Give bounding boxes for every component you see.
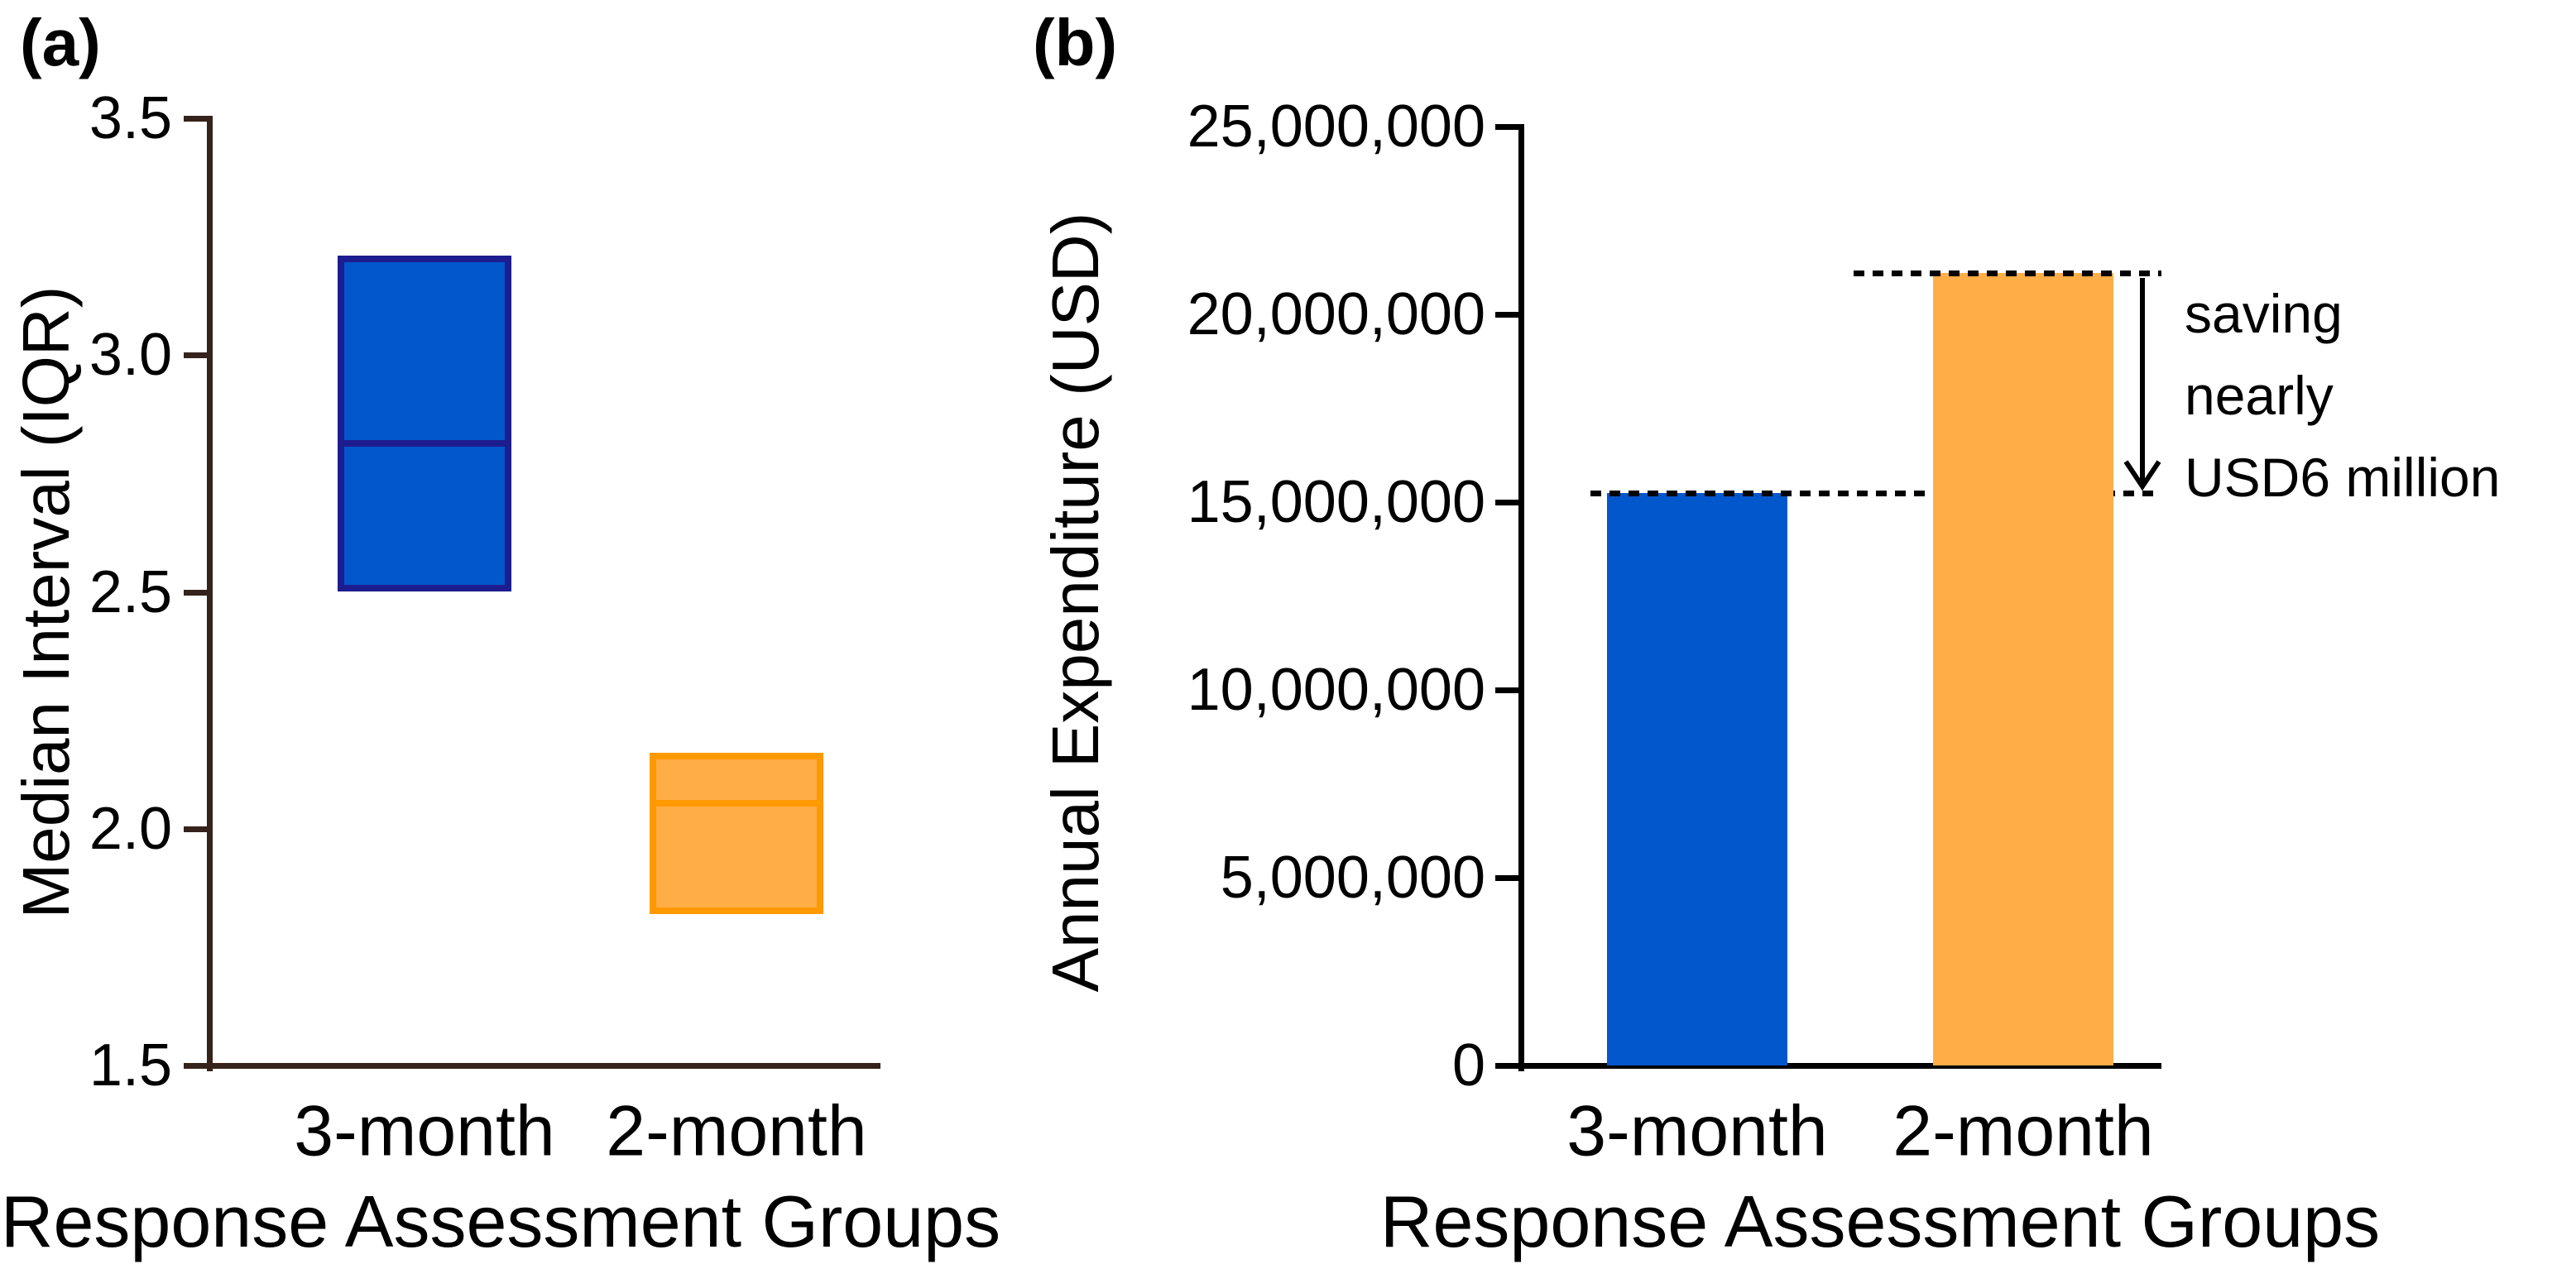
- dotted-line-3-month: [1590, 491, 2161, 496]
- panel-b-y-tick-label: 5,000,000: [1220, 845, 1485, 911]
- panel-a-y-tick-label: 2.5: [89, 559, 172, 625]
- panel-b-y-axis-title: Annual Expenditure (USD): [1039, 212, 1112, 993]
- panel-a-y-tick-label: 3.5: [89, 85, 172, 151]
- panel-b-x-axis-baseline: [1518, 1063, 2161, 1069]
- bar-3-month: [1607, 493, 1787, 1065]
- panel-b-y-tick: [1495, 1063, 1518, 1069]
- panel-a-y-axis-spine: [207, 116, 213, 1071]
- panel-a-label: (a): [20, 6, 101, 79]
- panel-a-y-tick: [184, 826, 207, 832]
- panel-b-y-tick-label: 25,000,000: [1187, 93, 1485, 160]
- panel-a-x-axis-title: Response Assessment Groups: [0, 1180, 1001, 1262]
- panel-a-x-axis-baseline: [207, 1063, 880, 1069]
- boxplot-box-2-month: [650, 753, 823, 914]
- panel-a-y-tick-label: 2.0: [89, 796, 172, 862]
- panel-b-y-tick-label: 10,000,000: [1187, 657, 1485, 723]
- saving-annotation-line: nearly: [2185, 365, 2334, 426]
- panel-b-category-label-2-month: 2-month: [1892, 1091, 2154, 1171]
- panel-a-y-tick: [184, 590, 207, 596]
- down-arrow-icon: [2123, 278, 2161, 491]
- panel-a-y-tick: [184, 1063, 207, 1069]
- panel-a-category-label-2-month: 2-month: [606, 1091, 867, 1171]
- panel-a-y-tick: [184, 116, 207, 122]
- panel-a-y-axis-title: Median Interval (IQR): [9, 285, 83, 919]
- panel-a-y-tick: [184, 352, 207, 358]
- boxplot-median-line: [656, 800, 817, 807]
- panel-a-y-tick-label: 1.5: [89, 1032, 172, 1099]
- panel-a-y-tick-label: 3.0: [89, 322, 172, 388]
- boxplot-median-line: [344, 440, 505, 447]
- saving-annotation-text: saving nearly USD6 million: [2185, 273, 2500, 519]
- panel-b-x-axis-title: Response Assessment Groups: [1379, 1180, 2381, 1262]
- boxplot-box-3-month: [338, 256, 511, 591]
- panel-b-y-tick-label: 20,000,000: [1187, 281, 1485, 347]
- saving-annotation-line: USD6 million: [2185, 447, 2501, 508]
- panel-b-y-tick: [1495, 875, 1518, 881]
- saving-annotation-line: saving: [2185, 283, 2343, 344]
- panel-a-category-label-3-month: 3-month: [294, 1091, 555, 1171]
- panel-b-y-tick: [1495, 687, 1518, 693]
- bar-2-month: [1933, 273, 2113, 1065]
- panel-b-y-tick: [1495, 312, 1518, 318]
- panel-b-y-axis-spine: [1518, 124, 1524, 1071]
- panel-b-y-tick: [1495, 500, 1518, 505]
- panel-b-y-tick-label: 0: [1451, 1032, 1485, 1099]
- panel-b-label: (b): [1033, 6, 1118, 79]
- panel-b-y-tick: [1495, 124, 1518, 130]
- dotted-line-2-month: [1854, 271, 2161, 276]
- panel-b-y-tick-label: 15,000,000: [1187, 469, 1485, 535]
- panel-b-category-label-3-month: 3-month: [1566, 1091, 1828, 1171]
